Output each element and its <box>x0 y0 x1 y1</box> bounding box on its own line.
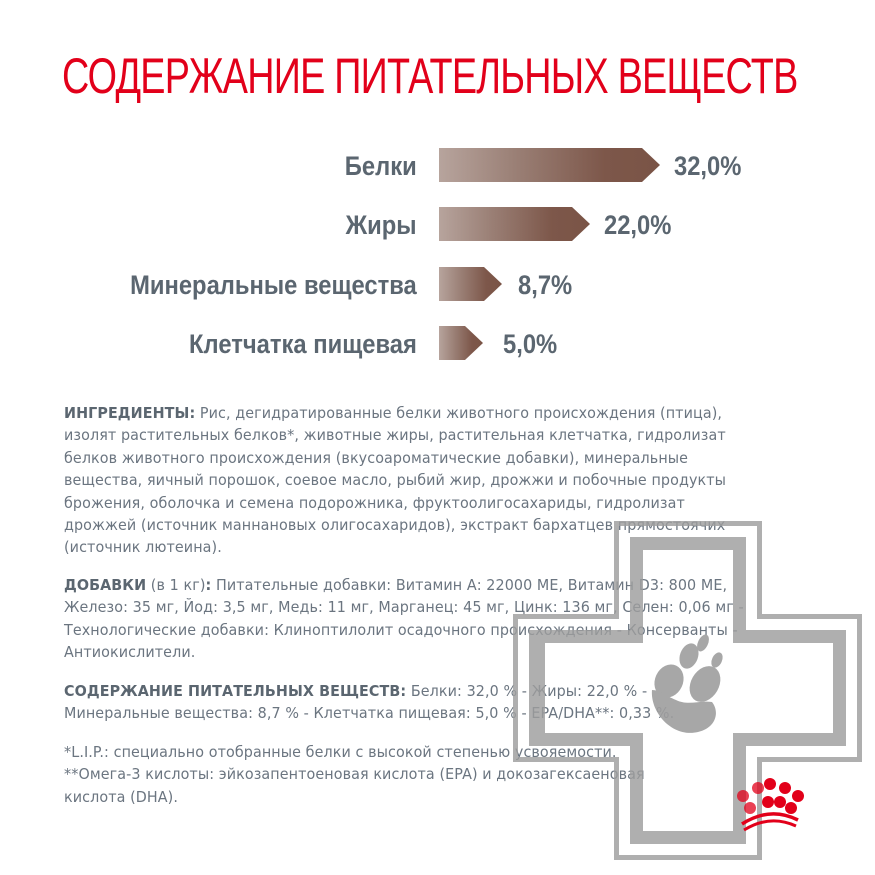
bar-value: 22,0% <box>604 210 672 240</box>
ingredients-text: (источник лютеина). <box>64 538 222 557</box>
additives-subheading: (в 1 кг) <box>146 576 206 594</box>
additives-text: Питательные добавки: Витамин А: 22000 МЕ… <box>211 576 728 594</box>
footnote: кислота (DHA). <box>64 787 178 806</box>
bar-label: Минеральные вещества <box>130 270 417 300</box>
additives-text: Железо: 35 мг, Йод: 3,5 мг, Медь: 11 мг,… <box>64 598 744 617</box>
ingredients-section: ИНГРЕДИЕНТЫ: Рис, дегидратированные белк… <box>64 402 771 559</box>
additives-text: Технологические добавки: Клиноптилолит о… <box>64 620 738 639</box>
ingredients-text: брожения, оболочка и семена подорожника,… <box>64 493 685 512</box>
royal-canin-crown-logo <box>737 778 804 832</box>
bar-value: 32,0% <box>674 151 742 181</box>
bar-protein <box>439 148 660 182</box>
footnotes-section: *L.I.P.: специально отобранные белки с в… <box>64 741 771 808</box>
ingredients-text: вещества, яичный порошок, соевое масло, … <box>64 471 727 490</box>
nutrients-heading: СОДЕРЖАНИЕ ПИТАТЕЛЬНЫХ ВЕЩЕСТВ: <box>64 682 407 700</box>
bar-label: Клетчатка пищевая <box>189 329 417 359</box>
additives-heading: ДОБАВКИ <box>64 576 147 594</box>
additives-text: Антиокислители. <box>64 643 196 662</box>
bar-fat <box>439 207 590 241</box>
additives-colon: : <box>205 576 212 594</box>
ingredients-text: дрожжей (источник маннановых олигосахари… <box>64 516 726 535</box>
bar-minerals <box>439 267 502 301</box>
bar-value: 8,7% <box>518 270 573 300</box>
bar-row-minerals: Минеральные вещества 8,7% <box>0 267 875 303</box>
bar-row-fat: Жиры 22,0% <box>0 207 875 243</box>
nutrient-bar-chart: Белки 32,0% Жиры 22,0% Минеральные вещес… <box>0 0 875 380</box>
bar-row-protein: Белки 32,0% <box>0 148 875 184</box>
nutrients-text: Минеральные вещества: 8,7 % - Клетчатка … <box>64 704 675 723</box>
ingredients-text: изолят растительных белков*, животные жи… <box>64 426 726 445</box>
ingredients-text: белков животного происхождения (вкусоаро… <box>64 448 689 467</box>
footnote: **Омега-3 кислоты: эйкозапентоеновая кис… <box>64 765 645 784</box>
bar-fiber <box>439 326 483 360</box>
bar-row-fiber: Клетчатка пищевая 5,0% <box>0 326 875 362</box>
ingredients-heading: ИНГРЕДИЕНТЫ: <box>64 404 196 422</box>
ingredients-text: Рис, дегидратированные белки животного п… <box>195 404 723 422</box>
bar-value: 5,0% <box>503 329 558 359</box>
bar-label: Жиры <box>346 210 417 240</box>
additives-section: ДОБАВКИ (в 1 кг): Питательные добавки: В… <box>64 574 771 664</box>
bar-label: Белки <box>345 151 417 181</box>
nutrients-text: Белки: 32,0 % - Жиры: 22,0 % - <box>406 682 648 700</box>
footnote: *L.I.P.: специально отобранные белки с в… <box>64 743 617 761</box>
nutrients-section: СОДЕРЖАНИЕ ПИТАТЕЛЬНЫХ ВЕЩЕСТВ: Белки: 3… <box>64 680 771 725</box>
